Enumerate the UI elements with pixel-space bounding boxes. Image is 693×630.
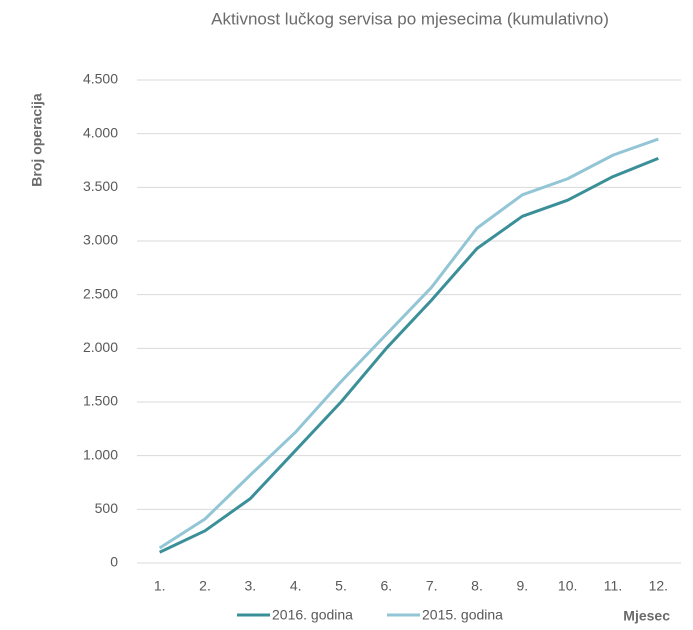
x-tick-label: 6. <box>380 578 392 594</box>
x-tick-label: 2. <box>199 578 211 594</box>
x-tick-label: 7. <box>426 578 438 594</box>
y-tick-label: 1.500 <box>83 393 118 409</box>
y-tick-label: 500 <box>95 500 119 516</box>
series-line <box>158 137 659 550</box>
series-line <box>159 156 659 554</box>
y-tick-label: 3.500 <box>83 178 118 194</box>
x-tick-label: 1. <box>154 578 166 594</box>
y-tick-label: 2.000 <box>83 339 118 355</box>
y-tick-label: 4.500 <box>83 71 118 87</box>
chart-title: Aktivnost lučkog servisa po mjesecima (k… <box>211 9 609 28</box>
y-tick-label: 2.500 <box>83 285 118 301</box>
y-axis-title: Broj operacija <box>29 93 45 187</box>
y-tick-label: 0 <box>110 554 118 570</box>
x-tick-label: 5. <box>335 578 347 594</box>
legend-label: 2015. godina <box>422 607 503 623</box>
x-tick-label: 12. <box>649 578 668 594</box>
x-tick-label: 4. <box>290 578 302 594</box>
x-axis-title: Mjesec <box>623 608 670 624</box>
y-tick-label: 1.000 <box>83 446 118 462</box>
x-tick-label: 10. <box>558 578 577 594</box>
y-tick-label: 4.000 <box>83 124 118 140</box>
x-tick-label: 8. <box>471 578 483 594</box>
x-tick-label: 11. <box>604 578 622 594</box>
x-tick-label: 3. <box>244 578 256 594</box>
y-tick-label: 3.000 <box>83 232 118 248</box>
legend-label: 2016. godina <box>272 607 353 623</box>
x-tick-label: 9. <box>516 578 528 594</box>
